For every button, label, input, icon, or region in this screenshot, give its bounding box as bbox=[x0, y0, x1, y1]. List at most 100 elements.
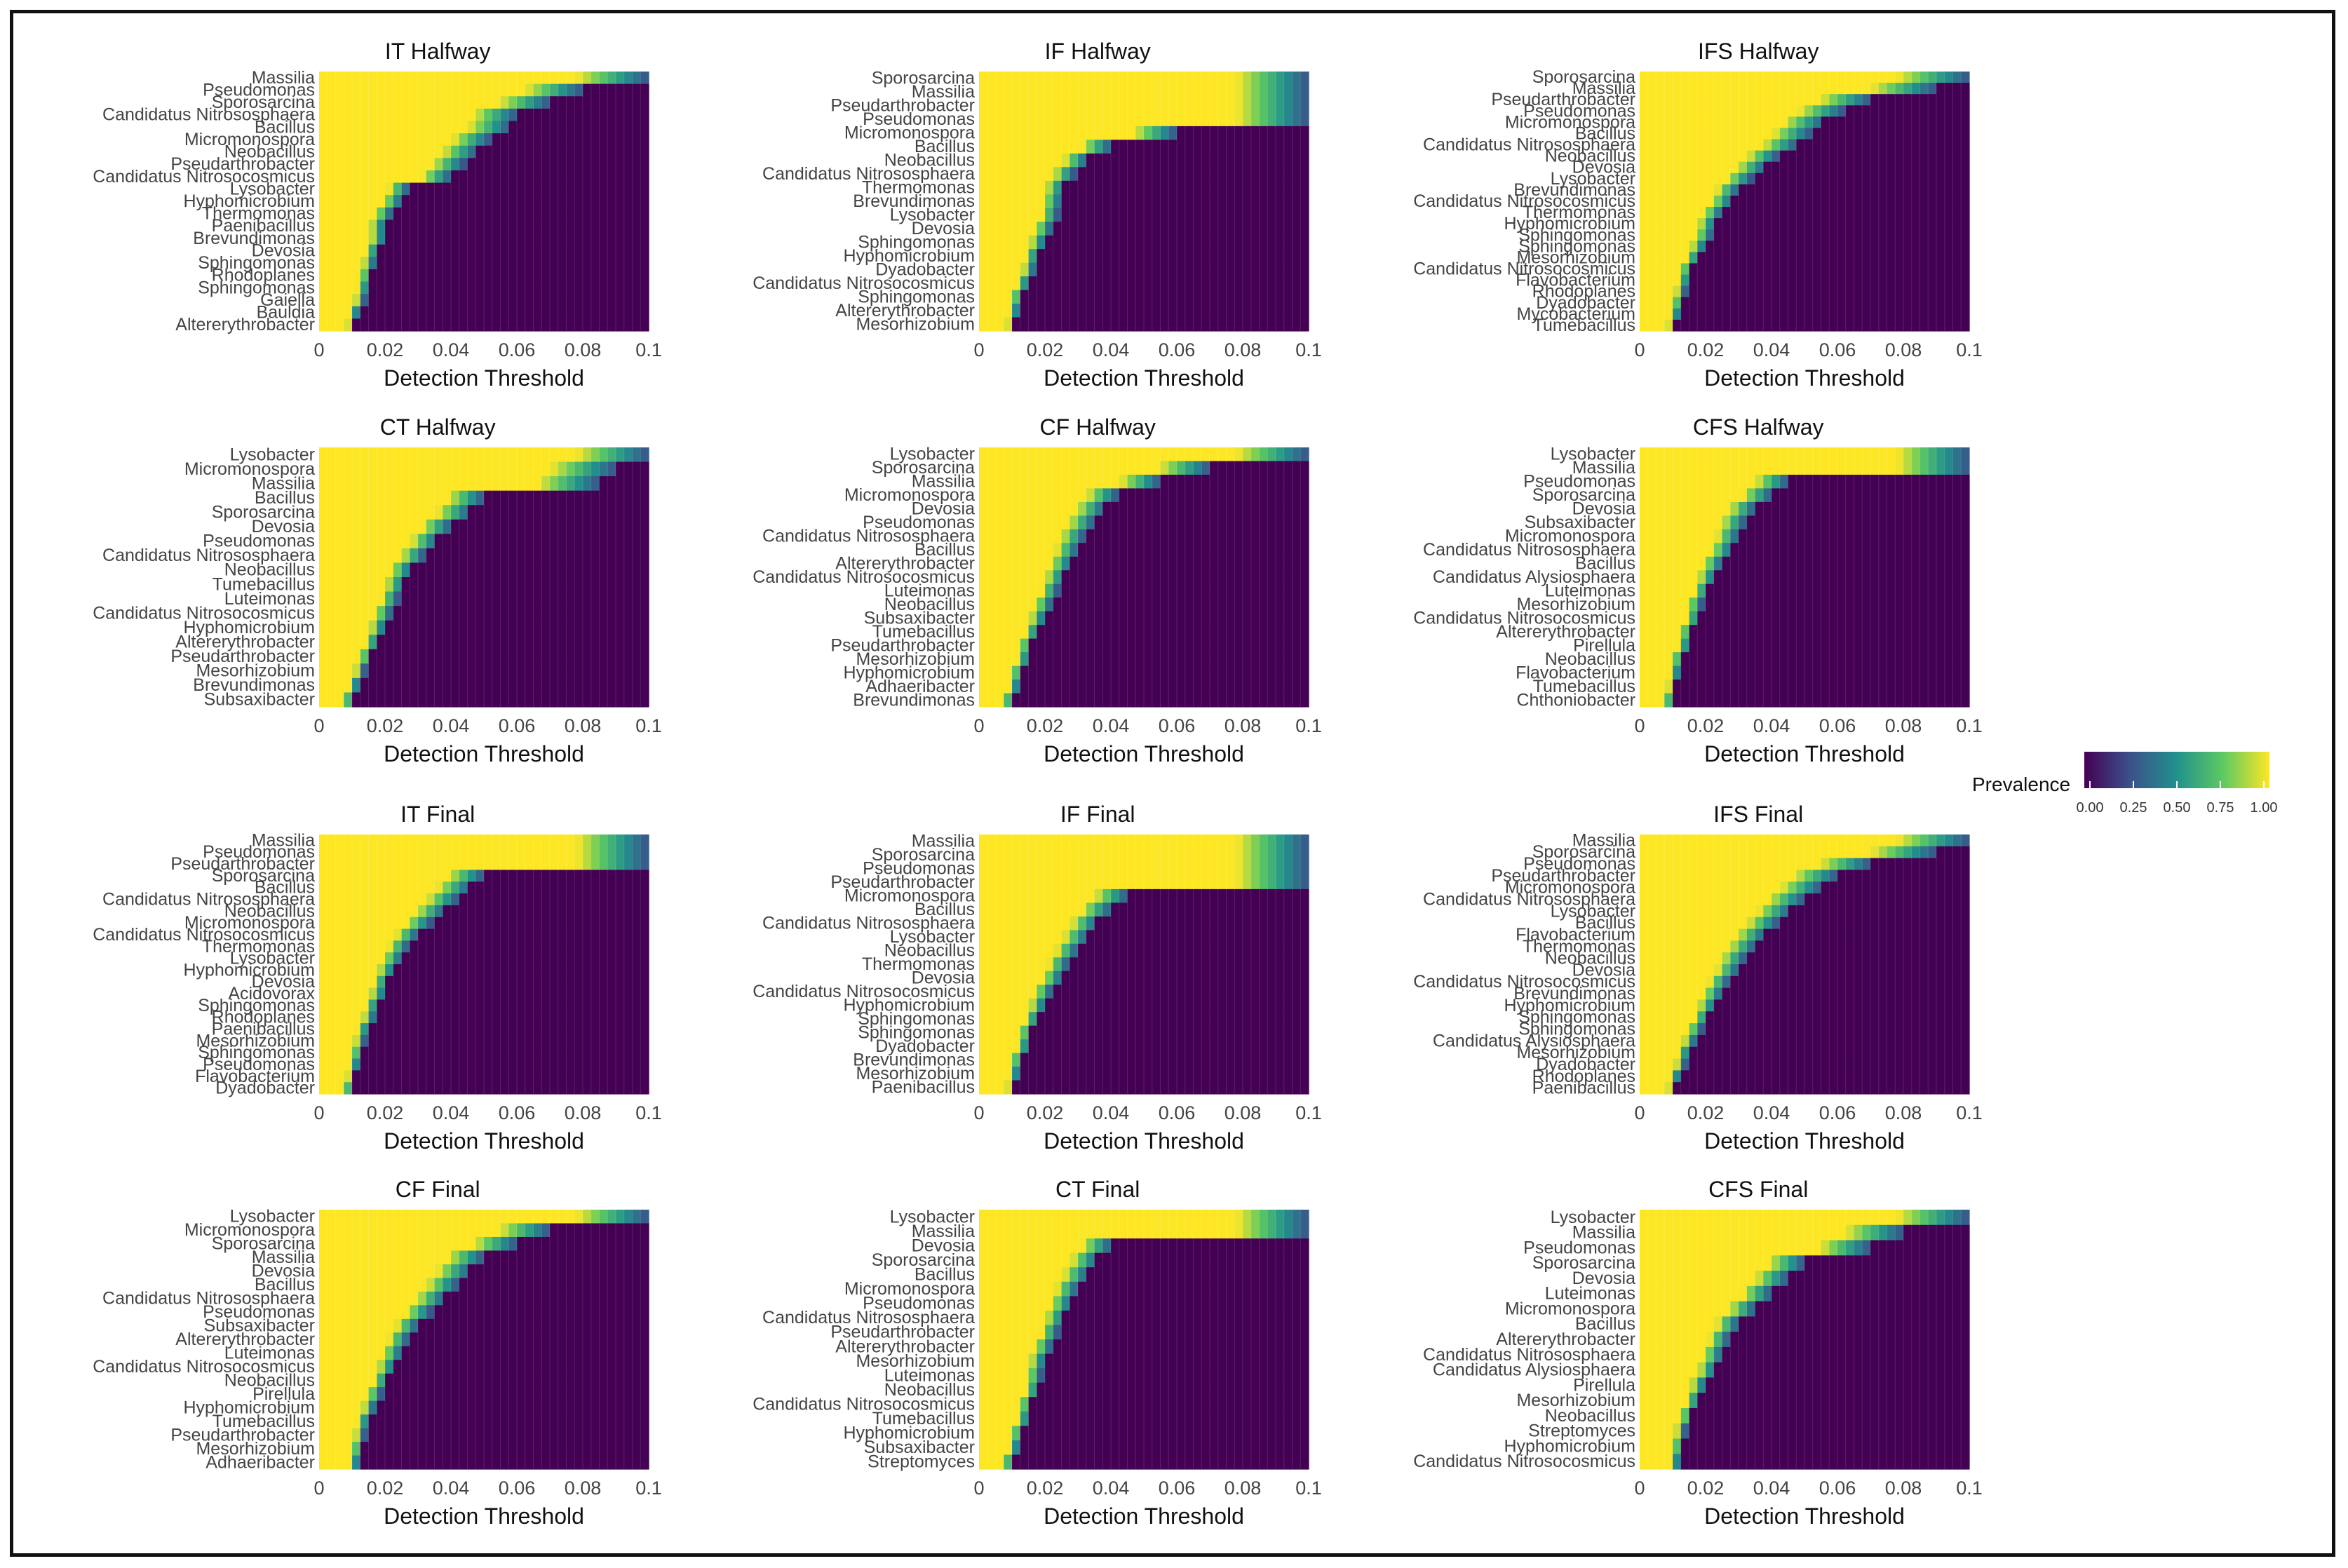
heatmap-cell bbox=[1746, 319, 1756, 332]
heatmap-cell bbox=[1772, 173, 1781, 185]
heatmap-cell bbox=[319, 577, 328, 593]
heatmap-cell bbox=[1185, 85, 1194, 100]
heatmap-cell bbox=[401, 195, 410, 208]
heatmap-cell bbox=[1168, 98, 1178, 114]
heatmap-cell bbox=[979, 680, 988, 694]
heatmap-cell bbox=[640, 219, 649, 233]
heatmap-cell bbox=[426, 620, 436, 635]
heatmap-cell bbox=[1111, 680, 1120, 694]
heatmap-cell bbox=[640, 318, 649, 332]
heatmap-cell bbox=[385, 606, 394, 621]
heatmap-cell bbox=[393, 108, 403, 122]
heatmap-cell bbox=[1730, 570, 1739, 585]
heatmap-cell bbox=[1226, 235, 1235, 250]
heatmap-cell bbox=[1135, 153, 1145, 168]
heatmap-cell bbox=[492, 318, 501, 332]
x-axis-title: Detection Threshold bbox=[384, 365, 584, 391]
heatmap-cell bbox=[1845, 611, 1855, 626]
heatmap-cell bbox=[1739, 139, 1748, 151]
heatmap-cell bbox=[443, 519, 452, 534]
heatmap-cell bbox=[1746, 308, 1756, 320]
heatmap-cell bbox=[1870, 263, 1880, 276]
heatmap-cell bbox=[1292, 112, 1301, 127]
heatmap-cell bbox=[1763, 94, 1772, 106]
heatmap-cell bbox=[1887, 207, 1896, 219]
heatmap-cell bbox=[541, 635, 551, 650]
heatmap-cell bbox=[1135, 556, 1145, 571]
heatmap-cell bbox=[1250, 208, 1260, 222]
heatmap-cell bbox=[1656, 556, 1665, 571]
heatmap-cell bbox=[1078, 488, 1087, 503]
heatmap-cell bbox=[1656, 515, 1665, 530]
heatmap-cell bbox=[1689, 543, 1698, 557]
heatmap-cell bbox=[327, 649, 337, 664]
heatmap-cell bbox=[616, 96, 625, 109]
heatmap-cell bbox=[327, 182, 337, 196]
heatmap-cell bbox=[1300, 180, 1309, 195]
heatmap-cell bbox=[566, 534, 575, 549]
heatmap-cell bbox=[1135, 140, 1145, 154]
heatmap-cell bbox=[1779, 543, 1789, 557]
heatmap-cell bbox=[1028, 85, 1037, 100]
heatmap-cell bbox=[1226, 665, 1235, 680]
heatmap-cell bbox=[1300, 249, 1309, 264]
heatmap-cell bbox=[1250, 461, 1260, 475]
heatmap-cell bbox=[426, 606, 436, 621]
heatmap-cell bbox=[508, 72, 518, 85]
heatmap-cell bbox=[443, 663, 452, 679]
heatmap-cell bbox=[459, 476, 468, 492]
heatmap-cell bbox=[1094, 652, 1103, 667]
heatmap-cell bbox=[1070, 235, 1079, 250]
heatmap-cell bbox=[1053, 180, 1062, 195]
heatmap-cell bbox=[1004, 276, 1013, 291]
heatmap-cell bbox=[1772, 218, 1781, 230]
heatmap-cell bbox=[1837, 461, 1847, 475]
heatmap-cell bbox=[1697, 72, 1706, 83]
heatmap-cell bbox=[1152, 140, 1161, 154]
heatmap-cell bbox=[1267, 304, 1276, 318]
heatmap-cell bbox=[500, 306, 509, 319]
heatmap-cell bbox=[1185, 583, 1194, 598]
heatmap-cell bbox=[1911, 218, 1921, 230]
heatmap-cell bbox=[344, 562, 353, 578]
heatmap-cell bbox=[1061, 597, 1070, 612]
heatmap-cell bbox=[1739, 625, 1748, 640]
heatmap-cell bbox=[1746, 116, 1756, 129]
heatmap-cell bbox=[1812, 241, 1822, 252]
heatmap-cell bbox=[623, 96, 633, 109]
heatmap-cell bbox=[1772, 161, 1781, 174]
heatmap-cell bbox=[558, 121, 567, 134]
heatmap-cell bbox=[1887, 94, 1896, 106]
heatmap-cell bbox=[979, 85, 988, 100]
heatmap-cell bbox=[1919, 461, 1929, 475]
heatmap-cell bbox=[995, 638, 1004, 653]
taxon-label: Massilia bbox=[912, 82, 975, 102]
heatmap-cell bbox=[1250, 543, 1260, 557]
heatmap-cell bbox=[467, 534, 476, 549]
heatmap-cell bbox=[1796, 529, 1805, 543]
heatmap-cell bbox=[352, 306, 361, 319]
heatmap-cell bbox=[1201, 194, 1210, 209]
heatmap-cell bbox=[1300, 140, 1309, 154]
heatmap-cell bbox=[550, 281, 559, 295]
taxon-label: Candidatus Nitrosocosmicus bbox=[93, 167, 315, 187]
heatmap-cell bbox=[1193, 583, 1202, 598]
heatmap-cell bbox=[632, 649, 641, 664]
heatmap-cell bbox=[1845, 447, 1855, 462]
heatmap-cell bbox=[1952, 274, 1962, 287]
heatmap-cell bbox=[1267, 570, 1276, 585]
heatmap-cell bbox=[1829, 229, 1838, 241]
heatmap-cell bbox=[1788, 105, 1797, 117]
heatmap-cell bbox=[1020, 625, 1030, 640]
heatmap-cell bbox=[1078, 693, 1087, 708]
heatmap-cell bbox=[1952, 139, 1962, 151]
heatmap-cell bbox=[1952, 263, 1962, 276]
heatmap-cell bbox=[1037, 72, 1046, 86]
heatmap-cell bbox=[1944, 139, 1954, 151]
heatmap-cell bbox=[1193, 235, 1202, 250]
heatmap-cell bbox=[979, 72, 988, 86]
heatmap-cell bbox=[525, 519, 534, 534]
heatmap-cell bbox=[607, 606, 616, 621]
heatmap-cell bbox=[632, 534, 641, 549]
heatmap-cell bbox=[1152, 529, 1161, 543]
